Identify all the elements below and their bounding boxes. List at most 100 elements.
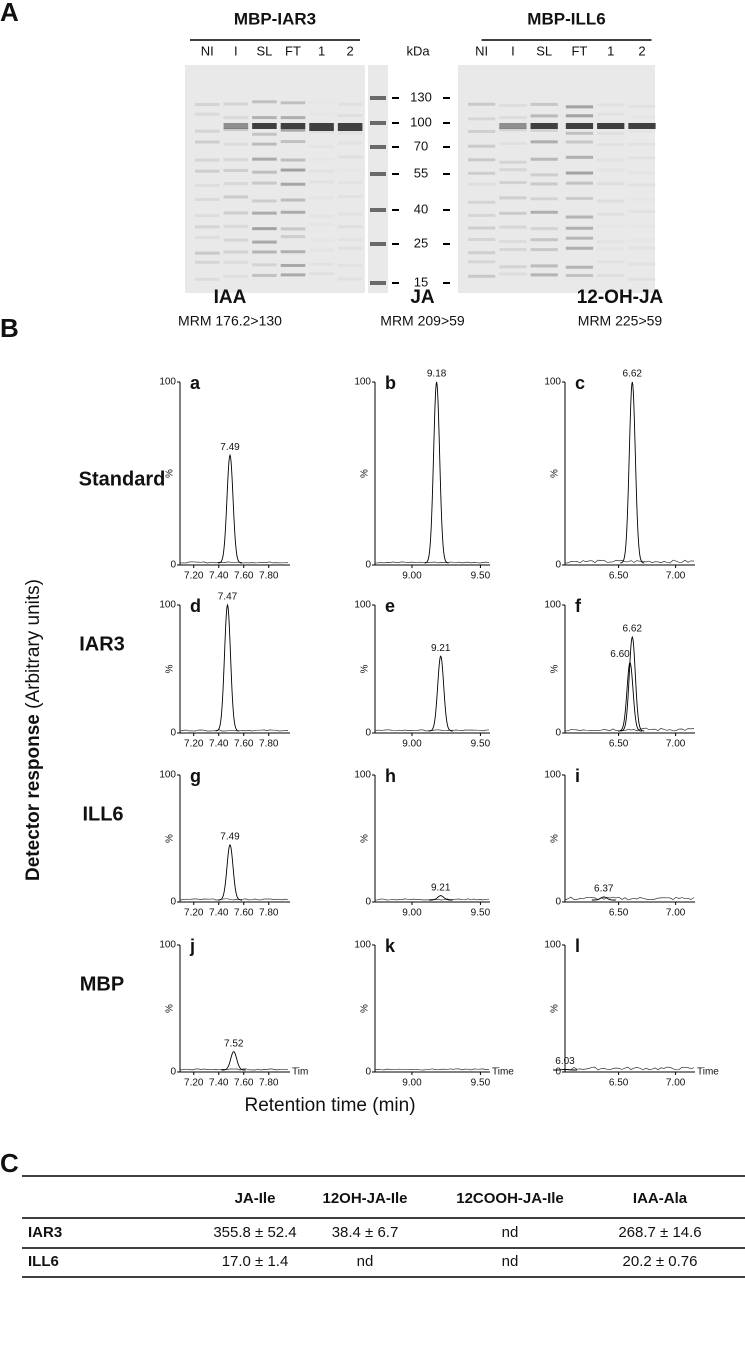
gel-band <box>565 226 594 230</box>
peak <box>591 896 616 901</box>
peak-label: 6.62 <box>623 624 643 635</box>
gel-band <box>597 212 625 216</box>
x-tick-label: 9.50 <box>471 908 491 919</box>
time-label: Time <box>492 1067 514 1078</box>
y-tick-label: 0 <box>365 1067 371 1078</box>
gel-band <box>252 132 277 136</box>
gel-band <box>280 140 306 144</box>
table-header: 12COOH-JA-Ile <box>456 1190 564 1207</box>
table-cell: 355.8 ± 52.4 <box>213 1224 296 1241</box>
peak <box>553 1069 577 1071</box>
gel-band <box>337 263 363 267</box>
marker-band <box>370 208 386 212</box>
x-tick-label: 6.50 <box>609 739 629 750</box>
y-unit: % <box>360 834 371 843</box>
y-tick-label: 0 <box>170 560 176 571</box>
gel-band <box>565 105 594 109</box>
gel-band <box>597 103 625 107</box>
gel-band <box>499 181 527 185</box>
x-tick-label: 7.00 <box>666 1078 686 1089</box>
gel-band <box>195 158 220 162</box>
peak <box>221 1051 246 1071</box>
panel-letter: c <box>575 373 585 393</box>
y-unit: % <box>550 834 561 843</box>
x-tick-label: 9.50 <box>471 739 491 750</box>
y-tick-label: 100 <box>159 600 176 611</box>
x-tick-label: 7.00 <box>666 739 686 750</box>
table-header: JA-Ile <box>235 1190 276 1207</box>
gel-band <box>597 182 625 186</box>
gel-band <box>280 158 306 162</box>
gel-band <box>565 131 594 135</box>
panel-letter: a <box>190 373 201 393</box>
panel-letter: l <box>575 936 580 956</box>
peak <box>428 895 453 901</box>
gel-band <box>499 123 527 129</box>
gel-band <box>223 168 249 172</box>
table-cell: 20.2 ± 0.76 <box>623 1253 698 1270</box>
mrm: MRM 176.2>130 <box>178 313 282 329</box>
gel-band <box>280 235 306 239</box>
panel-letter: g <box>190 766 201 786</box>
gel-title: MBP-ILL6 <box>527 9 605 28</box>
gel-band <box>309 123 334 131</box>
gel-band <box>597 131 625 135</box>
gel-band <box>337 246 363 250</box>
baseline <box>564 727 695 732</box>
baseline <box>564 1066 695 1071</box>
gel-title: MBP-IAR3 <box>234 9 316 28</box>
peak-label: 9.18 <box>427 369 447 380</box>
gel-band <box>597 274 625 278</box>
y-tick-label: 100 <box>354 770 371 781</box>
baseline <box>179 729 289 732</box>
gel-band <box>499 128 527 132</box>
marker-unit: kDa <box>406 43 430 58</box>
panel-letter: f <box>575 596 582 616</box>
gel-band <box>195 251 220 255</box>
x-tick-label: 7.60 <box>234 571 254 582</box>
lane-label: NI <box>475 43 488 58</box>
gel-band <box>280 101 306 105</box>
lane-label: SL <box>256 43 272 58</box>
gel-band <box>628 171 655 174</box>
gel-band <box>223 250 249 254</box>
y-tick-label: 100 <box>354 377 371 388</box>
y-unit: % <box>550 469 561 478</box>
gel-band <box>280 182 306 186</box>
y-unit: % <box>550 664 561 673</box>
gel-band <box>468 171 496 175</box>
gel-band <box>597 143 625 147</box>
x-tick-label: 6.50 <box>609 1078 629 1089</box>
gel-band <box>597 112 625 116</box>
peak <box>428 655 453 732</box>
marker-band <box>370 121 386 125</box>
gel-band <box>565 181 594 185</box>
gel-band <box>628 225 655 228</box>
y-axis-label: Detector response (Arbitrary units) <box>23 579 44 881</box>
gel-band <box>530 273 558 277</box>
gel-band <box>309 112 334 115</box>
gel-band <box>195 214 220 218</box>
row-name: ILL6 <box>28 1253 59 1270</box>
gel-band <box>280 263 306 267</box>
y-tick-label: 100 <box>544 770 561 781</box>
gel-band <box>195 183 220 187</box>
table-cell: 17.0 ± 1.4 <box>222 1253 289 1270</box>
lane-label: 2 <box>638 43 645 58</box>
gel-band <box>468 274 496 278</box>
y-label-bold: Detector response <box>23 714 44 881</box>
baseline <box>374 561 490 564</box>
gel-band <box>252 116 277 120</box>
mrm: MRM 209>59 <box>380 313 465 329</box>
marker-band <box>370 281 386 285</box>
gel-band <box>309 158 334 161</box>
marker-label: 70 <box>414 138 428 153</box>
y-tick-label: 100 <box>159 770 176 781</box>
gel-band <box>628 130 655 133</box>
y-tick-label: 0 <box>365 728 371 739</box>
gel-band <box>337 114 363 118</box>
gel-band <box>468 238 496 242</box>
x-tick-label: 7.40 <box>209 571 229 582</box>
gel-band <box>337 277 363 281</box>
